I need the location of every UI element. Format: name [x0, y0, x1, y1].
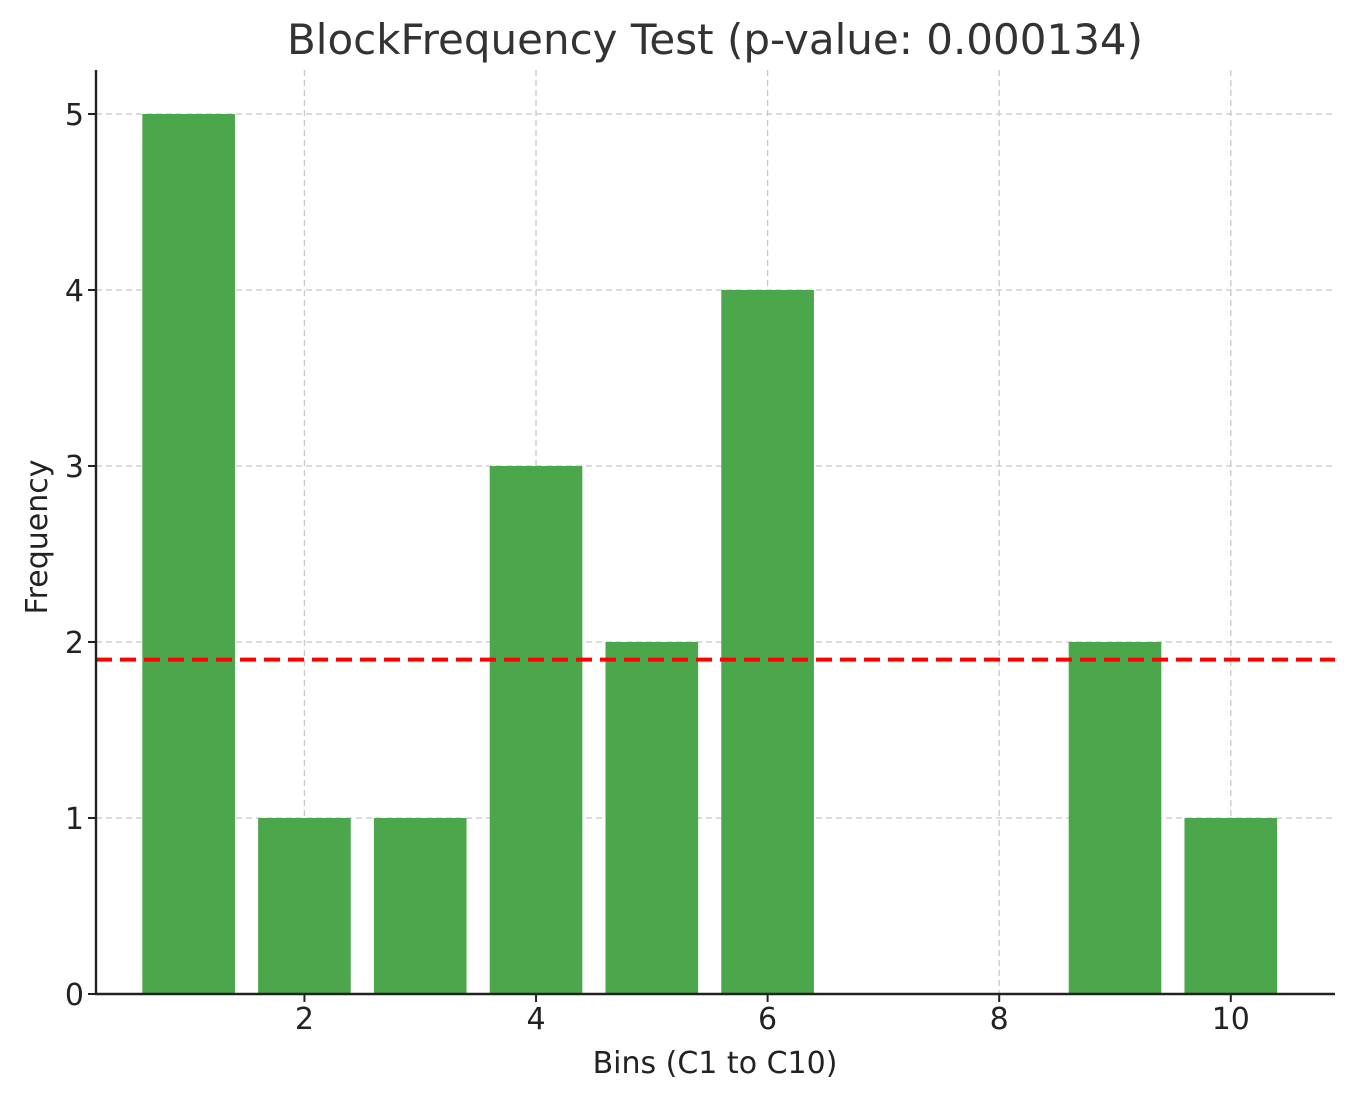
bars	[142, 114, 1278, 994]
y-tick-label: 2	[65, 626, 84, 661]
bar	[1068, 642, 1162, 994]
x-axis-label: Bins (C1 to C10)	[593, 1046, 838, 1081]
y-tick-label: 1	[65, 802, 84, 837]
bar	[489, 466, 583, 994]
chart-title: BlockFrequency Test (p-value: 0.000134)	[287, 15, 1143, 64]
x-tick-label: 10	[1212, 1002, 1250, 1037]
bar	[373, 818, 467, 994]
bar	[721, 290, 814, 994]
y-axis-label: Frequency	[20, 460, 55, 615]
y-tick-label: 4	[65, 274, 84, 309]
y-tick-label: 0	[65, 978, 84, 1013]
bar	[258, 818, 351, 994]
axes: 2 4 6 8 10 0 1 2 3 4 5	[65, 70, 1335, 1037]
y-tick-label: 3	[65, 450, 84, 485]
x-tick-label: 8	[990, 1002, 1009, 1037]
y-tick-label: 5	[65, 98, 84, 133]
x-tick-label: 4	[526, 1002, 545, 1037]
bar	[142, 114, 235, 994]
bar	[605, 642, 699, 994]
bar	[1184, 818, 1278, 994]
x-tick-label: 6	[758, 1002, 777, 1037]
x-tick-label: 2	[295, 1002, 314, 1037]
